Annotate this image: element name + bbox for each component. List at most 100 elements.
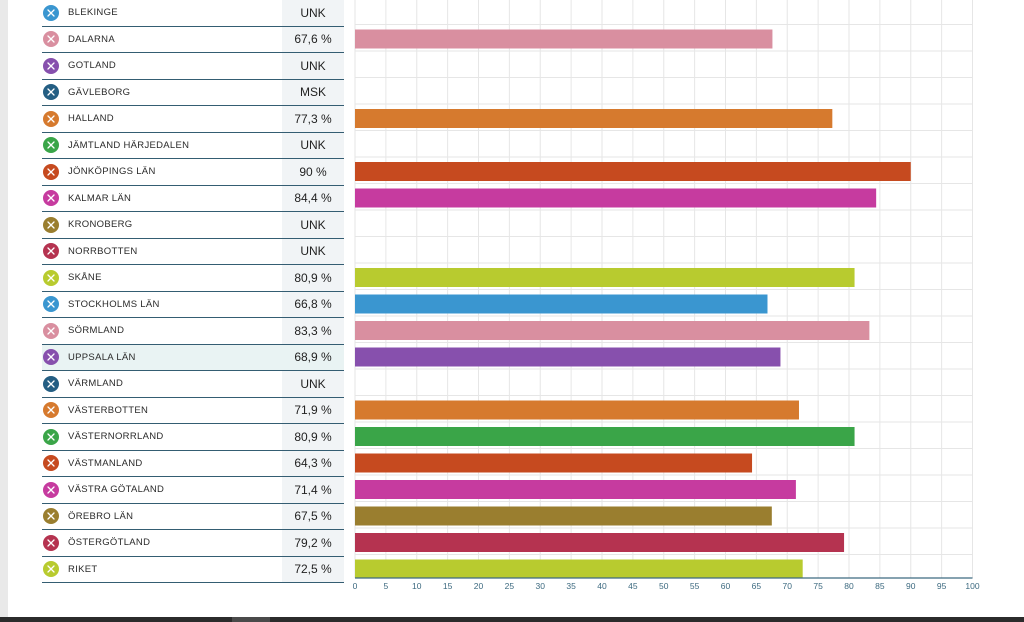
bar[interactable] bbox=[355, 294, 768, 314]
value-cell: UNK bbox=[282, 212, 344, 238]
table-row: VÄRMLAND UNK bbox=[42, 371, 344, 398]
series-toggle-icon[interactable] bbox=[43, 4, 59, 21]
region-name: VÄSTERBOTTEN bbox=[68, 404, 149, 416]
series-toggle-icon[interactable] bbox=[43, 57, 59, 74]
series-toggle-icon[interactable] bbox=[43, 375, 59, 392]
x-tick-label: 100 bbox=[965, 581, 979, 591]
bar[interactable] bbox=[355, 188, 877, 208]
bar[interactable] bbox=[355, 559, 803, 579]
region-cell: STOCKHOLMS LÄN bbox=[42, 292, 282, 318]
bar[interactable] bbox=[355, 533, 845, 552]
bar-chart: 0 5 10 15 20 25 30 35 40 45 50 55 60 65 70 75 80 85 90 95 10… bbox=[353, 0, 980, 591]
series-toggle-icon[interactable] bbox=[43, 296, 59, 313]
table-row: ÖREBRO LÄN 67,5 % bbox=[42, 503, 344, 530]
series-toggle-icon[interactable] bbox=[43, 561, 59, 578]
bar[interactable] bbox=[355, 400, 799, 420]
region-name: JÄMTLAND HÄRJEDALEN bbox=[68, 139, 190, 151]
x-tick-label: 25 bbox=[505, 581, 515, 591]
series-toggle-icon[interactable] bbox=[43, 269, 59, 286]
table-row: VÄSTRA GÖTALAND 71,4 % bbox=[42, 477, 344, 504]
region-name: ÖREBRO LÄN bbox=[68, 510, 134, 522]
bar[interactable] bbox=[355, 480, 796, 499]
table-row: VÄSTERNORRLAND 80,9 % bbox=[42, 424, 344, 451]
region-name: GÄVLEBORG bbox=[68, 86, 131, 98]
table-row: GOTLAND UNK bbox=[42, 53, 344, 80]
region-table: BLEKINGE UNK DALARNA 67,6 % GOTLAND UNK GÄVLEB… bbox=[42, 0, 344, 583]
bar[interactable] bbox=[355, 427, 855, 446]
region-name: GOTLAND bbox=[68, 60, 117, 72]
series-toggle-icon[interactable] bbox=[43, 481, 59, 498]
table-row: JÄMTLAND HÄRJEDALEN UNK bbox=[42, 132, 344, 159]
table-row: KALMAR LÄN 84,4 % bbox=[42, 185, 344, 212]
series-toggle-icon[interactable] bbox=[43, 84, 59, 101]
region-name: VÄSTMANLAND bbox=[68, 457, 143, 469]
value-cell: UNK bbox=[282, 53, 344, 79]
series-toggle-icon[interactable] bbox=[43, 402, 59, 419]
region-cell: VÄSTERBOTTEN bbox=[42, 398, 282, 424]
bar[interactable] bbox=[355, 347, 781, 367]
x-tick-label: 65 bbox=[752, 581, 762, 591]
region-cell: GOTLAND bbox=[42, 53, 282, 79]
bar[interactable] bbox=[355, 453, 753, 473]
table-row: JÖNKÖPINGS LÄN 90 % bbox=[42, 159, 344, 186]
region-name: NORRBOTTEN bbox=[68, 245, 138, 257]
x-tick-label: 45 bbox=[628, 581, 638, 591]
bar[interactable] bbox=[355, 268, 855, 287]
series-toggle-icon[interactable] bbox=[43, 137, 59, 154]
x-tick-label: 60 bbox=[721, 581, 731, 591]
series-toggle-icon[interactable] bbox=[43, 243, 59, 260]
x-tick-label: 0 bbox=[353, 581, 358, 591]
region-name: ÖSTERGÖTLAND bbox=[68, 537, 151, 549]
x-tick-label: 95 bbox=[937, 581, 947, 591]
value-cell: 64,3 % bbox=[282, 450, 344, 476]
region-name: VÄSTERNORRLAND bbox=[68, 431, 164, 443]
bottom-border bbox=[0, 617, 1024, 622]
table-row: RIKET 72,5 % bbox=[42, 556, 344, 583]
value-cell: 84,4 % bbox=[282, 185, 344, 211]
region-cell: SÖRMLAND bbox=[42, 318, 282, 344]
x-tick-label: 80 bbox=[844, 581, 854, 591]
value-cell: MSK bbox=[282, 79, 344, 105]
bar[interactable] bbox=[355, 162, 911, 181]
bar[interactable] bbox=[355, 506, 772, 526]
value-cell: 68,9 % bbox=[282, 344, 344, 370]
region-cell: HALLAND bbox=[42, 106, 282, 132]
region-cell: RIKET bbox=[42, 557, 282, 583]
region-cell: VÄSTERNORRLAND bbox=[42, 424, 282, 450]
value-cell: 83,3 % bbox=[282, 318, 344, 344]
series-toggle-icon[interactable] bbox=[43, 428, 59, 445]
bar[interactable] bbox=[355, 29, 773, 49]
region-cell: ÖREBRO LÄN bbox=[42, 504, 282, 530]
table-row: UPPSALA LÄN 68,9 % bbox=[42, 344, 344, 371]
region-name: KRONOBERG bbox=[68, 219, 133, 231]
region-cell: KRONOBERG bbox=[42, 212, 282, 238]
bar[interactable] bbox=[355, 109, 833, 128]
region-name: SKÅNE bbox=[68, 272, 102, 284]
series-toggle-icon[interactable] bbox=[43, 31, 59, 48]
table-row: SÖRMLAND 83,3 % bbox=[42, 318, 344, 345]
x-tick-label: 90 bbox=[906, 581, 916, 591]
series-toggle-icon[interactable] bbox=[43, 349, 59, 366]
value-cell: UNK bbox=[282, 132, 344, 158]
series-toggle-icon[interactable] bbox=[43, 190, 59, 207]
left-border bbox=[0, 0, 8, 622]
x-tick-label: 30 bbox=[536, 581, 546, 591]
table-row: VÄSTMANLAND 64,3 % bbox=[42, 450, 344, 477]
table-row: DALARNA 67,6 % bbox=[42, 26, 344, 53]
value-cell: 66,8 % bbox=[282, 291, 344, 317]
region-cell: JÖNKÖPINGS LÄN bbox=[42, 159, 282, 185]
table-row: VÄSTERBOTTEN 71,9 % bbox=[42, 397, 344, 424]
x-tick-label: 5 bbox=[384, 581, 389, 591]
series-toggle-icon[interactable] bbox=[43, 110, 59, 127]
series-toggle-icon[interactable] bbox=[43, 455, 59, 472]
series-toggle-icon[interactable] bbox=[43, 322, 59, 339]
bar[interactable] bbox=[355, 321, 870, 340]
region-name: JÖNKÖPINGS LÄN bbox=[68, 166, 156, 178]
series-toggle-icon[interactable] bbox=[43, 534, 59, 551]
series-toggle-icon[interactable] bbox=[43, 508, 59, 525]
region-cell: VÄSTRA GÖTALAND bbox=[42, 477, 282, 503]
series-toggle-icon[interactable] bbox=[43, 163, 59, 180]
region-cell: KALMAR LÄN bbox=[42, 186, 282, 212]
series-toggle-icon[interactable] bbox=[43, 216, 59, 233]
x-tick-label: 50 bbox=[659, 581, 669, 591]
